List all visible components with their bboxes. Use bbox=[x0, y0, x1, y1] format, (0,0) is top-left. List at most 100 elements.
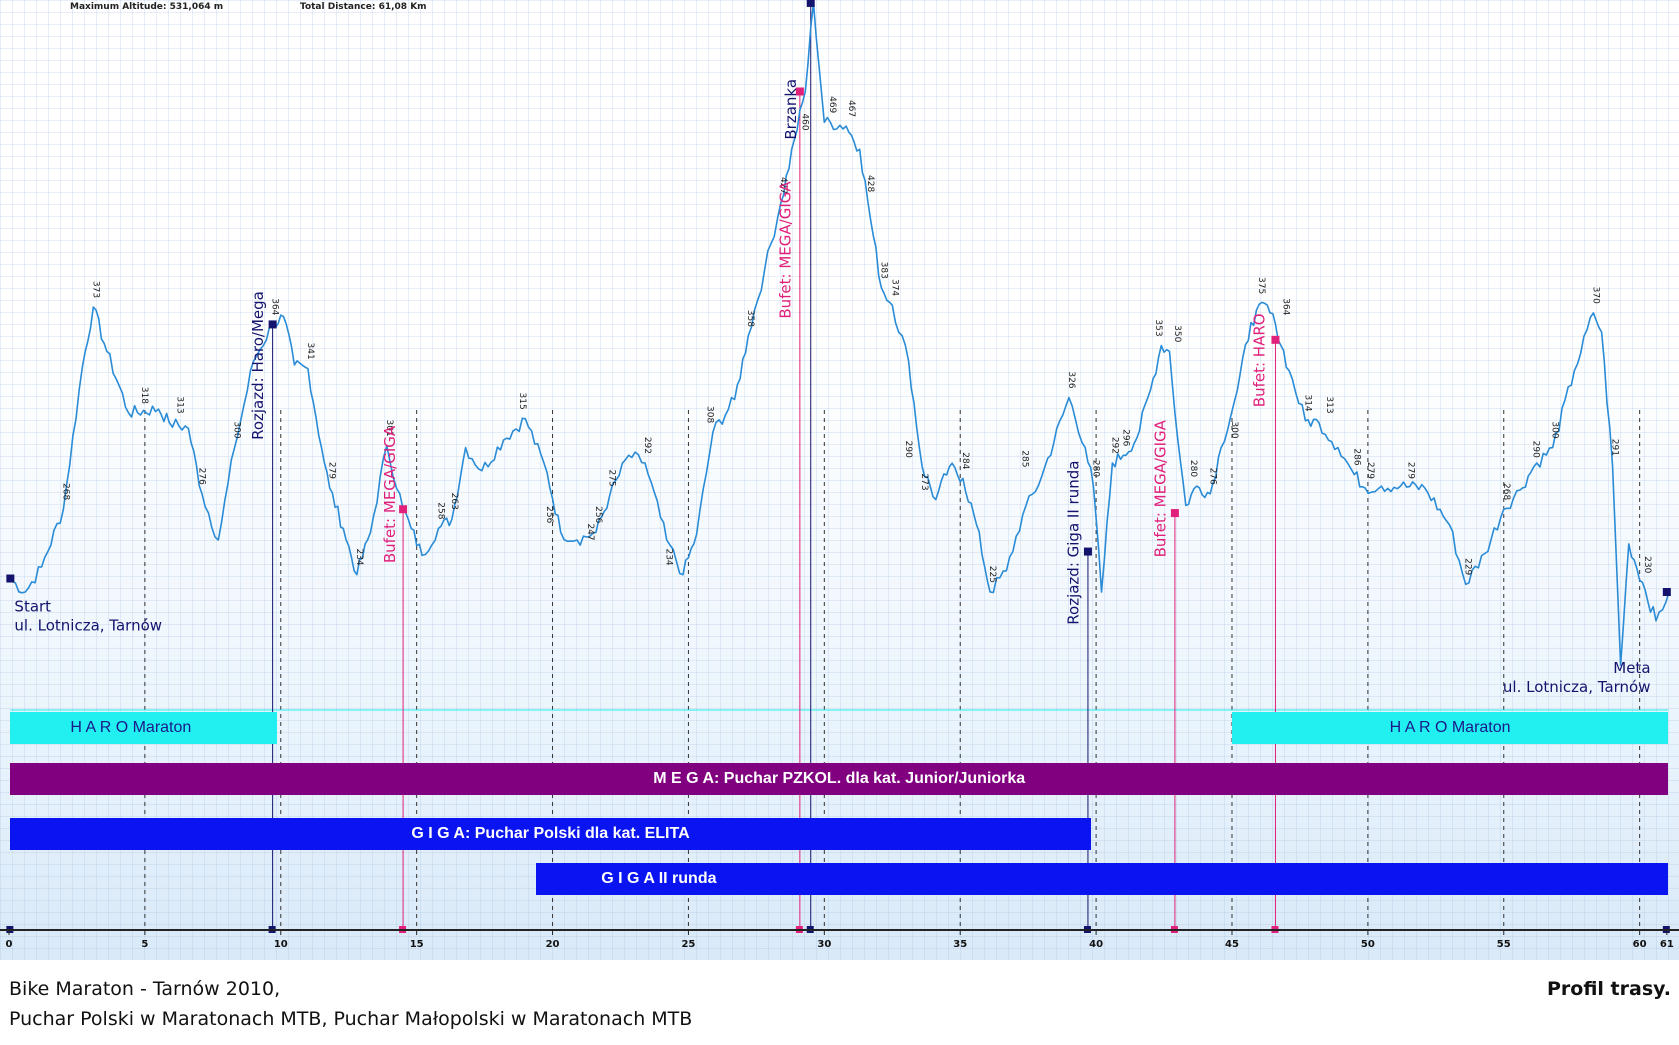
x-tick-label: 20 bbox=[546, 939, 560, 950]
elevation-label: 284 bbox=[960, 452, 970, 469]
point-marker bbox=[1083, 547, 1092, 556]
elevation-label: 275 bbox=[607, 470, 617, 487]
annotation-label: Start bbox=[14, 597, 51, 615]
elevation-label: 256 bbox=[593, 506, 603, 523]
point-marker bbox=[795, 87, 804, 96]
elevation-label: 375 bbox=[1256, 277, 1266, 294]
elevation-label: 296 bbox=[1120, 429, 1130, 446]
elevation-label: 428 bbox=[865, 175, 875, 192]
race-bar: H A R O Maraton bbox=[10, 712, 277, 744]
x-tick-label: 5 bbox=[141, 939, 148, 950]
elevation-label: 286 bbox=[1351, 448, 1361, 465]
elevation-label: 374 bbox=[889, 279, 899, 296]
elevation-label: 341 bbox=[305, 343, 315, 360]
elevation-label: 229 bbox=[1463, 558, 1473, 575]
elevation-label: 280 bbox=[1188, 460, 1198, 477]
x-tick-label: 10 bbox=[274, 939, 288, 950]
elevation-label: 383 bbox=[878, 262, 888, 279]
x-tick-label: 55 bbox=[1497, 939, 1511, 950]
background-grid bbox=[0, 0, 1679, 960]
point-marker bbox=[1271, 335, 1280, 344]
elevation-label: 273 bbox=[919, 473, 929, 490]
race-bar-label: M E G A: Puchar PZKOL. dla kat. Junior/J… bbox=[653, 770, 1026, 787]
race-bar-label: G I G A: Puchar Polski dla kat. ELITA bbox=[411, 825, 690, 842]
race-bar: M E G A: Puchar PZKOL. dla kat. Junior/J… bbox=[10, 763, 1669, 795]
elevation-label: 358 bbox=[745, 310, 755, 327]
elevation-label: 279 bbox=[1365, 462, 1375, 479]
elevation-label: 314 bbox=[1302, 394, 1312, 411]
annotation-label: ul. Lotnicza, Tarnów bbox=[1503, 678, 1651, 696]
race-bar-label: G I G A II runda bbox=[601, 870, 717, 887]
annotation-label: Bufet: MEGA/GIGA bbox=[381, 425, 399, 563]
elevation-label: 276 bbox=[1207, 468, 1217, 485]
x-tick-label: 45 bbox=[1225, 939, 1239, 950]
race-bar: H A R O Maraton bbox=[1231, 712, 1669, 744]
elevation-label: 373 bbox=[90, 281, 100, 298]
elevation-label: 291 bbox=[1609, 439, 1619, 456]
elevation-label: 256 bbox=[544, 506, 554, 523]
elevation-label: 427 bbox=[778, 177, 788, 194]
elevation-label: 301 bbox=[384, 420, 394, 437]
elevation-label: 460 bbox=[800, 113, 810, 130]
elevation-label: 313 bbox=[175, 396, 185, 413]
elevation-label: 247 bbox=[585, 523, 595, 540]
race-bar-label: H A R O Maraton bbox=[1389, 719, 1511, 736]
elevation-label: 268 bbox=[1501, 483, 1511, 500]
x-tick-label: 50 bbox=[1361, 939, 1375, 950]
elevation-label: 353 bbox=[1153, 319, 1163, 336]
x-tick-label: 0 bbox=[6, 939, 13, 950]
elevation-label: 326 bbox=[1066, 371, 1076, 388]
profile-svg: 2683733183132763003643412792343012582633… bbox=[0, 0, 1679, 950]
elevation-label: 469 bbox=[827, 96, 837, 113]
race-bar: G I G A II runda bbox=[536, 863, 1669, 895]
elevation-label: 268 bbox=[60, 483, 70, 500]
elevation-label: 230 bbox=[1642, 556, 1652, 573]
x-tick-label: 25 bbox=[681, 939, 695, 950]
annotation-label: Bufet: MEGA/GIGA bbox=[776, 181, 794, 319]
elevation-label: 280 bbox=[1090, 460, 1100, 477]
elevation-label: 279 bbox=[327, 462, 337, 479]
elevation-label: 313 bbox=[1324, 396, 1334, 413]
annotation-label: Rozjazd: Haro/Mega bbox=[249, 291, 267, 440]
elevation-label: 308 bbox=[704, 406, 714, 423]
annotation-label: Meta bbox=[1613, 659, 1650, 677]
elevation-label: 285 bbox=[1020, 450, 1030, 467]
x-tick-label: 60 bbox=[1633, 939, 1647, 950]
annotation-label: Bufet: MEGA/GIGA bbox=[1151, 419, 1169, 557]
max-altitude-label: Maximum Altitude: 531,064 m bbox=[70, 2, 224, 12]
elevation-label: 300 bbox=[1550, 421, 1560, 438]
caption-title: Bike Maraton - Tarnów 2010, bbox=[9, 978, 281, 1000]
x-tick-label: 35 bbox=[953, 939, 967, 950]
elevation-label: 276 bbox=[196, 468, 206, 485]
point-marker bbox=[1170, 509, 1179, 518]
total-distance-label: Total Distance: 61,08 Km bbox=[300, 2, 427, 12]
elevation-label: 225 bbox=[987, 566, 997, 583]
elevation-label: 467 bbox=[846, 100, 856, 117]
caption-subtitle: Puchar Polski w Maratonach MTB, Puchar M… bbox=[9, 1008, 693, 1030]
annotation-label: Bufet: HARO bbox=[1251, 313, 1269, 407]
x-tick-label: 40 bbox=[1089, 939, 1103, 950]
elevation-profile-chart: 268 373 318 313 276 300 364 341 279 234 301 258 263 3… bbox=[0, 0, 1679, 960]
elevation-label: 350 bbox=[1172, 325, 1182, 342]
x-tick-label: 15 bbox=[410, 939, 424, 950]
x-tick-label: 61 bbox=[1660, 939, 1674, 950]
annotation-label: ul. Lotnicza, Tarnów bbox=[14, 617, 162, 635]
race-bar-label: H A R O Maraton bbox=[70, 719, 192, 736]
elevation-label: 315 bbox=[517, 393, 527, 410]
x-tick-label: 30 bbox=[817, 939, 831, 950]
elevation-line bbox=[8, 2, 1670, 666]
elevation-label: 318 bbox=[139, 387, 149, 404]
elevation-label: 279 bbox=[1406, 462, 1416, 479]
elevation-label: 300 bbox=[232, 421, 242, 438]
point-marker bbox=[806, 0, 815, 7]
point-marker bbox=[268, 320, 277, 329]
elevation-label: 234 bbox=[664, 548, 674, 565]
elevation-label: 364 bbox=[1281, 298, 1291, 315]
point-marker bbox=[6, 574, 15, 583]
elevation-label: 290 bbox=[1531, 441, 1541, 458]
elevation-label: 370 bbox=[1590, 287, 1600, 304]
point-marker bbox=[399, 505, 408, 514]
elevation-label: 300 bbox=[1229, 421, 1239, 438]
annotation-label: Rozjazd: Giga II runda bbox=[1064, 461, 1082, 625]
caption-profile-label: Profil trasy. bbox=[1546, 978, 1671, 1000]
